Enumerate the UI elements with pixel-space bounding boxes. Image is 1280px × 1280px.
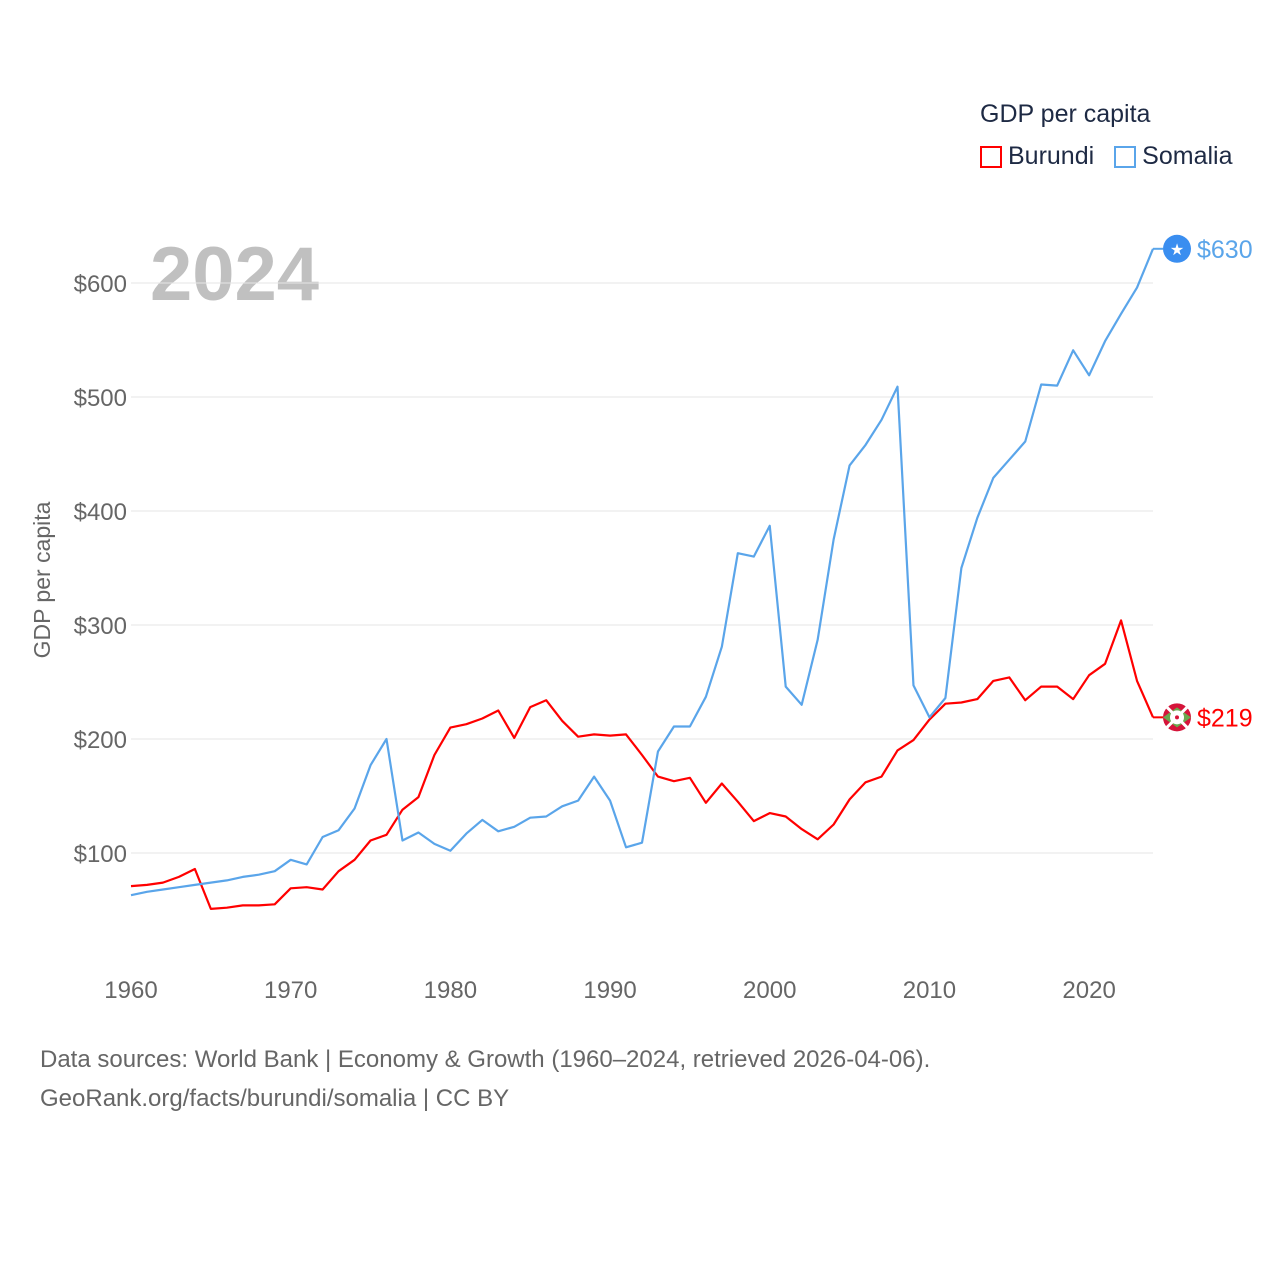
legend-swatch-somalia bbox=[1114, 145, 1137, 168]
somalia-flag-icon bbox=[1163, 234, 1191, 263]
y-tick-label: $300 bbox=[74, 613, 127, 640]
star-icon: ★ bbox=[1170, 242, 1184, 259]
legend-title: GDP per capita bbox=[980, 100, 1151, 128]
legend-label-burundi: Burundi bbox=[1008, 142, 1095, 170]
flag-star bbox=[1175, 715, 1179, 720]
x-tick-label: 1960 bbox=[104, 977, 157, 1004]
x-tick-label: 2000 bbox=[743, 977, 796, 1004]
x-tick-label: 1970 bbox=[264, 977, 317, 1004]
end-value-label-burundi: $219 bbox=[1197, 704, 1253, 732]
x-tick-label: 1980 bbox=[424, 977, 477, 1004]
year-watermark: 2024 bbox=[150, 232, 319, 317]
legend-item-somalia[interactable]: Somalia bbox=[1114, 142, 1233, 171]
y-tick-label: $400 bbox=[74, 499, 127, 526]
attribution-link[interactable]: GeoRank.org/facts/burundi/somalia | CC B… bbox=[40, 1085, 510, 1112]
legend: Burundi Somalia bbox=[980, 142, 1233, 171]
y-tick-label: $600 bbox=[74, 271, 127, 298]
y-axis-label: GDP per capita bbox=[29, 501, 55, 658]
series-line-burundi bbox=[130, 619, 1155, 911]
x-tick-label: 2010 bbox=[903, 977, 956, 1004]
end-value-label-somalia: $630 bbox=[1197, 236, 1253, 264]
series-line-somalia bbox=[130, 248, 1155, 897]
legend-swatch-burundi bbox=[980, 145, 1002, 168]
y-tick-label: $100 bbox=[74, 841, 127, 868]
x-tick-label: 2020 bbox=[1062, 977, 1115, 1004]
source-note: Data sources: World Bank | Economy & Gro… bbox=[40, 1046, 931, 1073]
y-tick-label: $500 bbox=[74, 385, 127, 412]
y-tick-label: $200 bbox=[74, 727, 127, 754]
legend-item-burundi[interactable]: Burundi bbox=[980, 142, 1094, 171]
x-tick-label: 1990 bbox=[583, 977, 636, 1004]
legend-label-somalia: Somalia bbox=[1142, 142, 1233, 170]
